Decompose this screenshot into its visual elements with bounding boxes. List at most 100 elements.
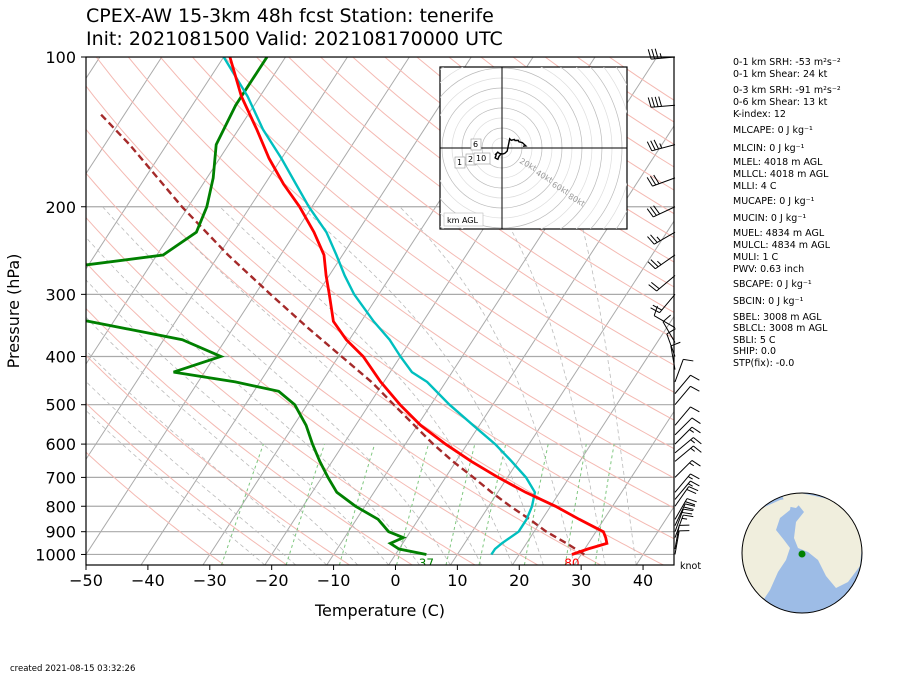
dry-adiabat	[256, 57, 674, 366]
index-line: 0-3 km SRH: -91 m²s⁻²	[733, 85, 841, 96]
isotherm-line	[388, 125, 674, 565]
index-line: SBLI: 5 C	[733, 335, 776, 346]
y-tick-label: 900	[45, 523, 76, 542]
x-tick-label: 0	[390, 571, 400, 590]
globe-land-greenland	[782, 493, 804, 508]
dry-adiabat	[86, 85, 674, 540]
x-tick-label: 40	[633, 571, 653, 590]
wind-barb	[647, 96, 676, 108]
x-tick-label: 10	[447, 571, 467, 590]
wind-barb	[646, 174, 676, 187]
y-tick-label: 800	[45, 497, 76, 516]
wind-barb	[674, 498, 697, 520]
wind-barb	[648, 275, 676, 292]
wind-barb	[670, 341, 681, 370]
dry-adiabat	[86, 216, 539, 565]
index-line: 0-1 km Shear: 24 kt	[733, 69, 828, 80]
dry-adiabat	[86, 307, 413, 565]
y-tick-label: 200	[45, 198, 76, 217]
isotherm-line	[86, 57, 225, 270]
mixing-ratio-line	[478, 443, 507, 565]
dry-adiabat	[352, 57, 674, 288]
x-tick-label: −10	[317, 571, 351, 590]
index-line: 0-6 km Shear: 13 kt	[733, 97, 828, 108]
wind-barb	[647, 254, 676, 270]
index-line: SHIP: 0.0	[733, 346, 777, 357]
y-axis-label: Pressure (hPa)	[4, 254, 23, 369]
chart-title: CPEX-AW 15-3km 48h fcst Station: tenerif…	[86, 5, 494, 27]
mixing-ratio-line	[564, 444, 587, 565]
wind-barb	[674, 486, 699, 507]
index-line: 0-1 km SRH: -53 m²s⁻²	[733, 57, 841, 68]
wind-barb	[674, 426, 701, 445]
wind-barb	[674, 473, 700, 493]
wetbulb-trace	[222, 57, 537, 556]
isotherm-line	[140, 57, 472, 565]
moist-adiabat	[86, 279, 389, 565]
created-timestamp: created 2021-08-15 03:32:26	[10, 664, 136, 674]
wind-barb	[674, 503, 696, 526]
dry-adiabat	[288, 57, 674, 340]
moist-adiabat	[102, 206, 451, 565]
index-line: SBCIN: 0 J kg⁻¹	[733, 296, 804, 307]
hodograph-height-label: 10	[476, 154, 486, 163]
hodograph-legend: km AGL	[447, 216, 479, 225]
dry-adiabat	[86, 402, 288, 565]
dewpoint-trace	[86, 57, 427, 556]
hodograph-trace	[494, 137, 528, 161]
globe-land-africa	[794, 493, 862, 588]
wind-barb	[646, 205, 676, 218]
wind-barb	[674, 406, 700, 426]
dry-adiabat	[320, 57, 674, 313]
station-marker	[798, 550, 806, 558]
index-line: MUEL: 4834 m AGL	[733, 228, 825, 239]
dry-adiabat	[95, 57, 674, 509]
wind-barb	[674, 480, 700, 500]
index-line: SBLCL: 3008 m AGL	[733, 323, 828, 334]
surface-dewpoint-label: 37	[419, 556, 434, 570]
wind-barb	[646, 139, 676, 152]
wind-barb	[674, 508, 694, 532]
chart-subtitle: Init: 2021081500 Valid: 202108170000 UTC	[86, 28, 503, 50]
dry-adiabat	[159, 57, 674, 450]
moist-adiabat	[86, 350, 327, 565]
dry-adiabat	[86, 172, 601, 565]
hodograph-height-label: 6	[473, 140, 478, 149]
mixing-ratio-line	[221, 443, 264, 565]
index-line: MLCAPE: 0 J kg⁻¹	[733, 125, 813, 136]
index-line: MUCAPE: 0 J kg⁻¹	[733, 196, 815, 207]
globe-outline	[741, 492, 863, 614]
mixing-ratio-line	[523, 443, 549, 565]
moist-adiabat	[576, 206, 637, 565]
moist-adiabat	[86, 409, 266, 565]
y-tick-label: 400	[45, 348, 76, 367]
isotherm-line	[86, 57, 286, 365]
wind-barb	[647, 48, 676, 60]
mixing-ratio-line	[594, 444, 615, 565]
globe-land-americas	[742, 498, 792, 605]
index-line: MULI: 1 C	[733, 252, 779, 263]
dry-adiabat	[127, 57, 674, 479]
index-line: PWV: 0.63 inch	[733, 264, 805, 275]
x-tick-label: −50	[69, 571, 103, 590]
wind-barb	[653, 305, 676, 329]
wind-barb	[674, 445, 702, 462]
dry-adiabat	[224, 57, 674, 393]
index-line: SBEL: 3008 m AGL	[733, 312, 822, 323]
dry-adiabat	[86, 451, 225, 565]
wind-barb	[674, 358, 694, 383]
y-tick-label: 300	[45, 285, 76, 304]
wind-barb	[674, 524, 690, 550]
x-tick-label: 20	[509, 571, 529, 590]
plot-frame	[85, 56, 675, 566]
x-tick-label: −40	[131, 571, 165, 590]
hodograph-legend-box	[443, 212, 484, 227]
x-tick-label: −20	[255, 571, 289, 590]
moist-adiabat	[399, 206, 575, 565]
moist-adiabat	[154, 206, 482, 565]
isotherm-line	[86, 57, 348, 461]
index-line: K-index: 12	[733, 109, 786, 120]
wind-barb	[674, 460, 701, 478]
mixing-ratio-line	[338, 443, 376, 565]
